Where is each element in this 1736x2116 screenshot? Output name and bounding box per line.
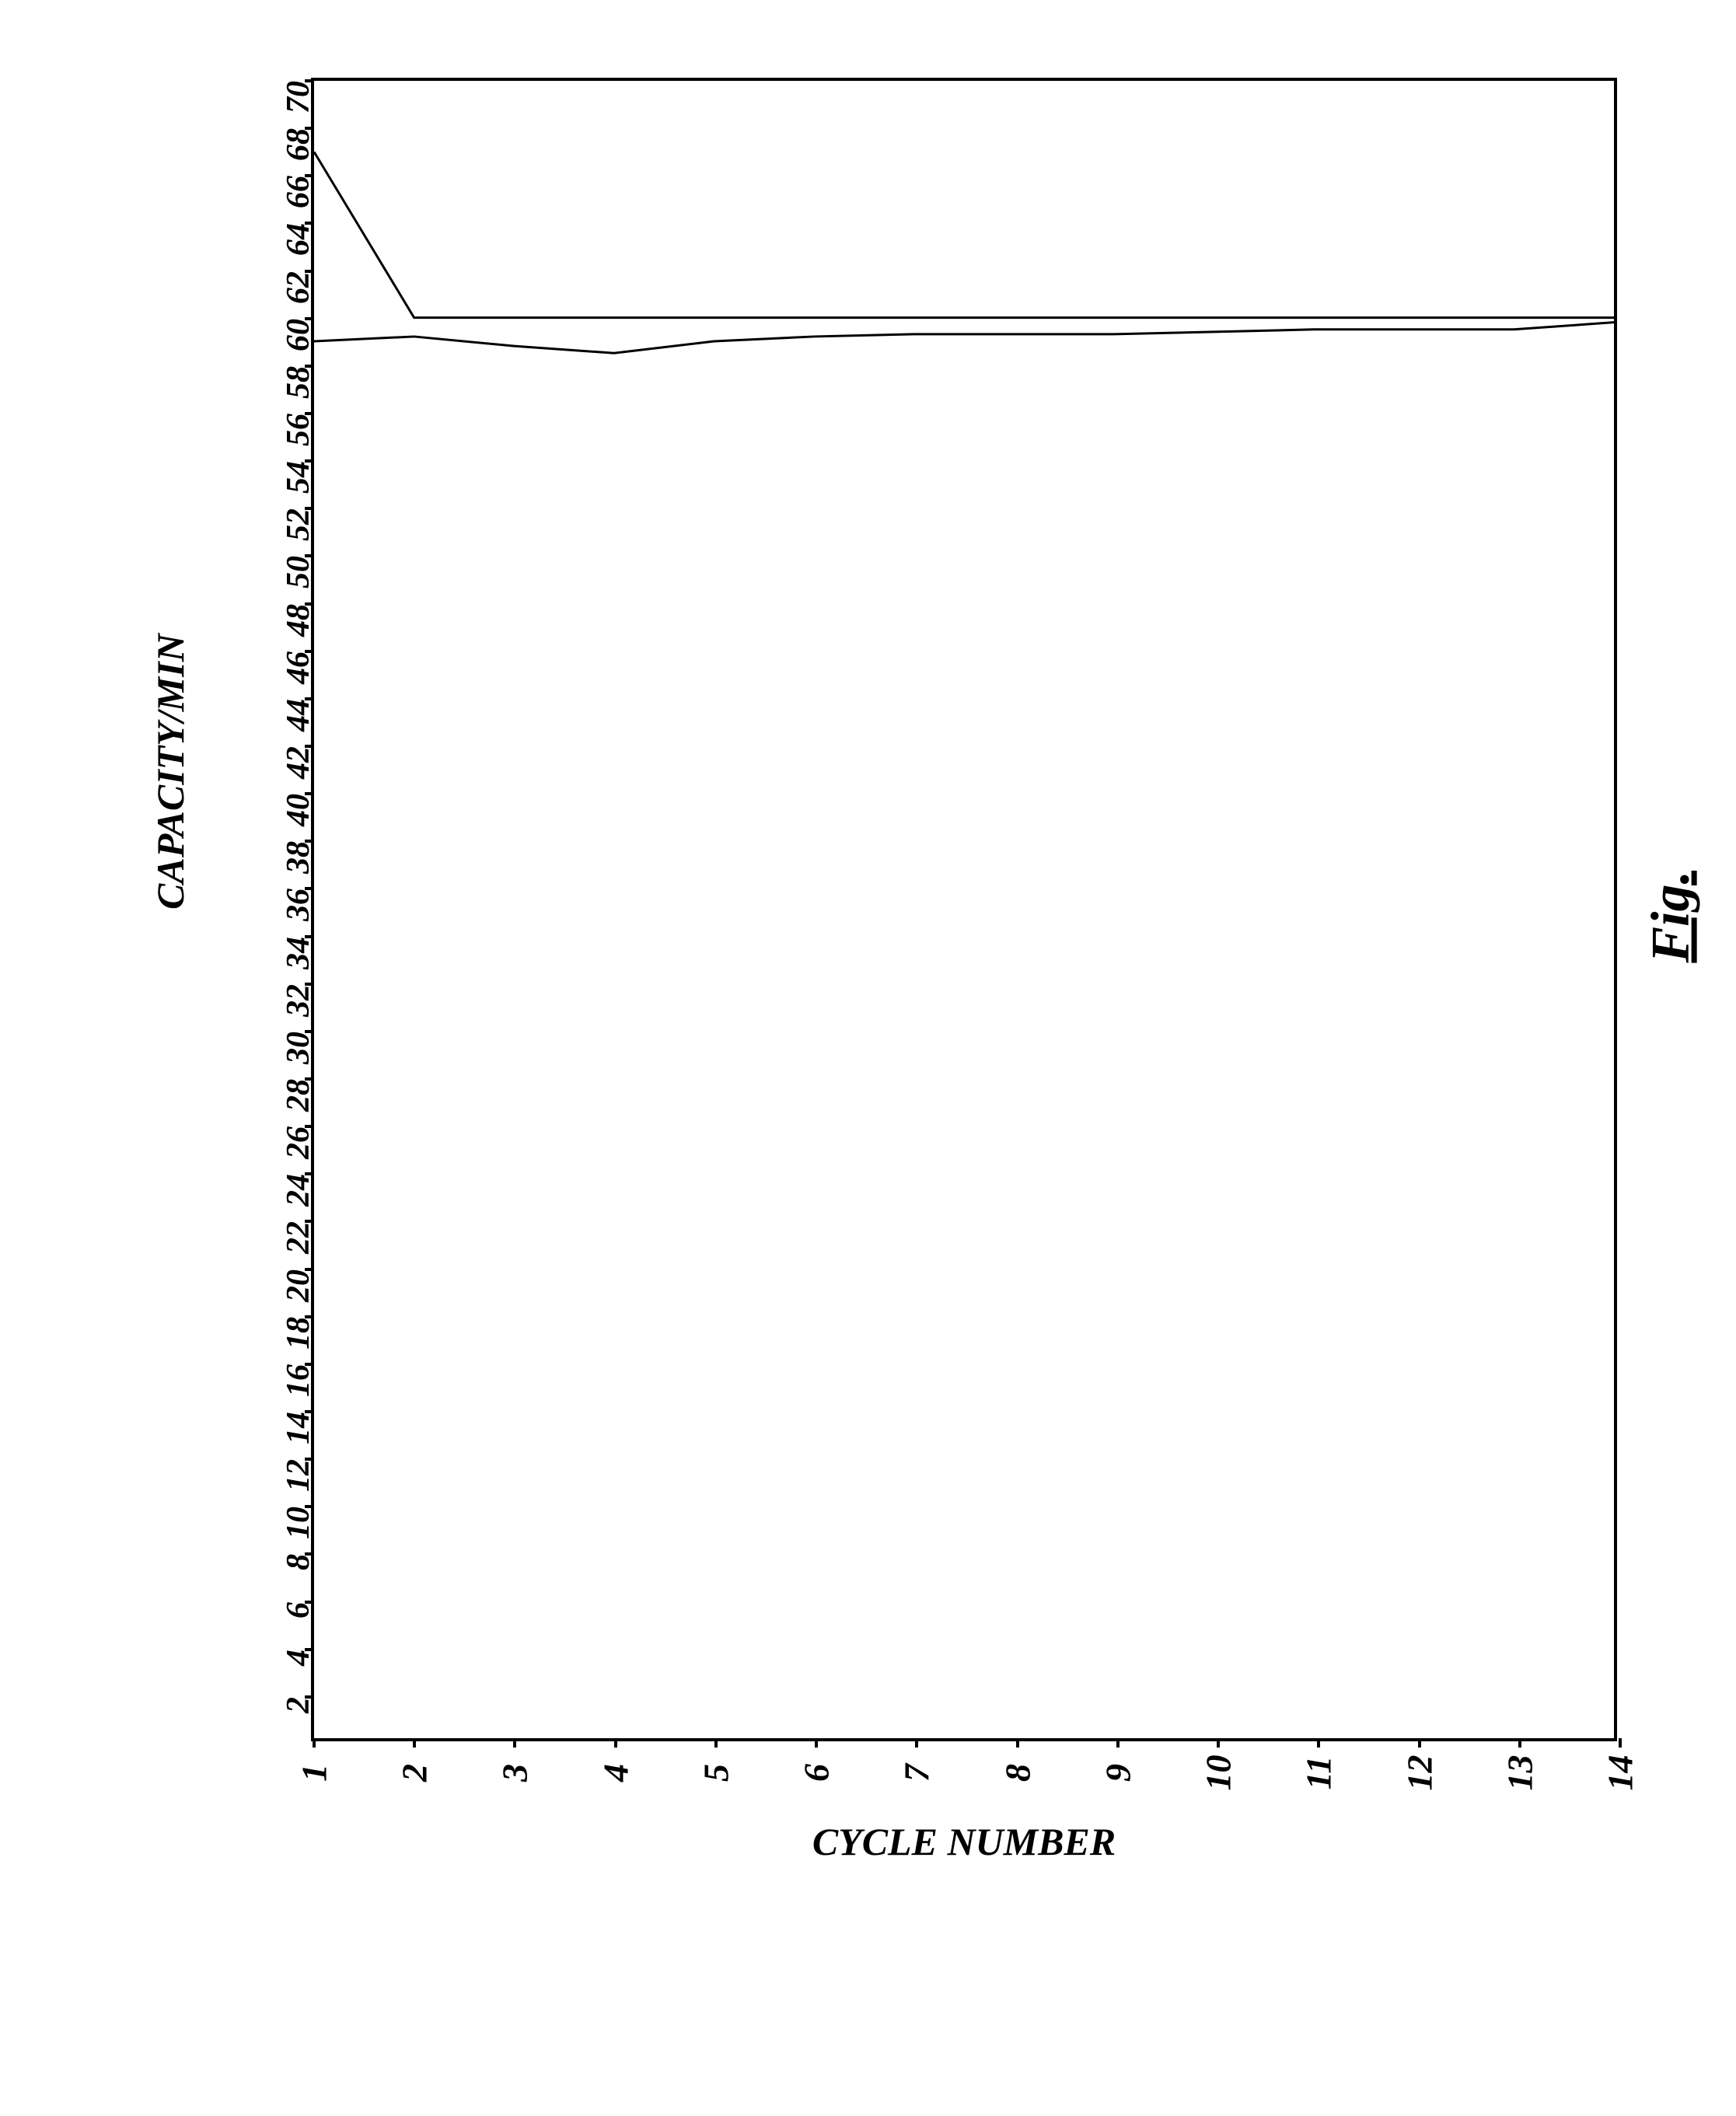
x-tick xyxy=(1518,1738,1521,1748)
x-tick xyxy=(815,1738,818,1748)
y-tick-label: 70 xyxy=(280,81,317,113)
y-tick-label: 44 xyxy=(280,699,317,732)
y-tick-label: 68 xyxy=(280,128,317,161)
x-tick xyxy=(1418,1738,1421,1748)
x-tick-label: 13 xyxy=(1499,1755,1540,1791)
y-tick-label: 26 xyxy=(280,1126,317,1159)
y-tick-label: 58 xyxy=(280,366,317,399)
y-tick-label: 12 xyxy=(280,1459,317,1492)
x-tick-label: 11 xyxy=(1298,1756,1340,1790)
x-tick xyxy=(915,1738,918,1748)
y-tick-label: 60 xyxy=(280,319,317,351)
y-tick-label: 20 xyxy=(280,1269,317,1302)
y-tick-label: 40 xyxy=(280,794,317,826)
x-tick xyxy=(614,1738,617,1748)
x-tick-label: 14 xyxy=(1600,1755,1641,1791)
x-tick xyxy=(1217,1738,1220,1748)
y-tick-label: 62 xyxy=(280,271,317,304)
x-tick xyxy=(1116,1738,1119,1748)
y-tick-label: 42 xyxy=(280,746,317,779)
y-tick-label: 54 xyxy=(280,461,317,494)
chart-lines xyxy=(314,81,1614,1738)
y-tick-label: 36 xyxy=(280,889,317,921)
y-tick-label: 28 xyxy=(280,1079,317,1112)
y-tick-label: 6 xyxy=(280,1602,317,1618)
x-tick xyxy=(1619,1738,1622,1748)
x-tick-label: 5 xyxy=(695,1764,736,1782)
x-tick-label: 2 xyxy=(394,1764,435,1782)
x-tick-label: 1 xyxy=(294,1764,335,1782)
y-tick-label: 8 xyxy=(280,1554,317,1570)
x-tick xyxy=(1016,1738,1019,1748)
x-tick-label: 6 xyxy=(796,1764,837,1782)
y-tick-label: 38 xyxy=(280,841,317,874)
y-tick-label: 34 xyxy=(280,937,317,969)
y-tick-label: 46 xyxy=(280,651,317,684)
x-tick-label: 4 xyxy=(595,1764,636,1782)
x-tick-label: 10 xyxy=(1198,1755,1239,1791)
y-tick-label: 4 xyxy=(280,1650,317,1666)
x-tick xyxy=(313,1738,316,1748)
y-tick-label: 16 xyxy=(280,1364,317,1397)
y-tick-label: 24 xyxy=(280,1174,317,1206)
x-tick-label: 7 xyxy=(896,1764,938,1782)
series-upper xyxy=(314,152,1614,317)
y-tick-label: 56 xyxy=(280,414,317,446)
figure-caption: Fig. xyxy=(1640,871,1703,963)
y-tick-label: 22 xyxy=(280,1221,317,1254)
plot-area: 2468101214161820222426283032343638404244… xyxy=(311,78,1617,1741)
y-tick-label: 64 xyxy=(280,223,317,256)
x-tick-label: 9 xyxy=(1097,1764,1138,1782)
series-lower xyxy=(314,323,1614,354)
y-tick-label: 30 xyxy=(280,1032,317,1064)
x-tick xyxy=(714,1738,718,1748)
y-tick-label: 14 xyxy=(280,1412,317,1444)
y-tick-label: 2 xyxy=(280,1697,317,1713)
x-tick-label: 3 xyxy=(494,1764,536,1782)
x-tick-label: 12 xyxy=(1399,1755,1440,1791)
x-tick-label: 8 xyxy=(997,1764,1038,1782)
x-tick xyxy=(1317,1738,1320,1748)
y-tick-label: 50 xyxy=(280,556,317,588)
x-tick xyxy=(413,1738,416,1748)
y-tick-label: 18 xyxy=(280,1317,317,1350)
y-tick-label: 10 xyxy=(280,1507,317,1539)
y-tick-label: 52 xyxy=(280,508,317,541)
y-tick-label: 66 xyxy=(280,176,317,208)
x-axis-title: CYCLE NUMBER xyxy=(311,1819,1617,1864)
y-tick-label: 32 xyxy=(280,984,317,1017)
x-tick xyxy=(513,1738,516,1748)
y-axis-title: CAPACITY/MIN xyxy=(148,634,193,910)
y-tick-label: 48 xyxy=(280,604,317,637)
chart-container: CAPACITY/MIN 246810121416182022242628303… xyxy=(78,62,1664,1975)
